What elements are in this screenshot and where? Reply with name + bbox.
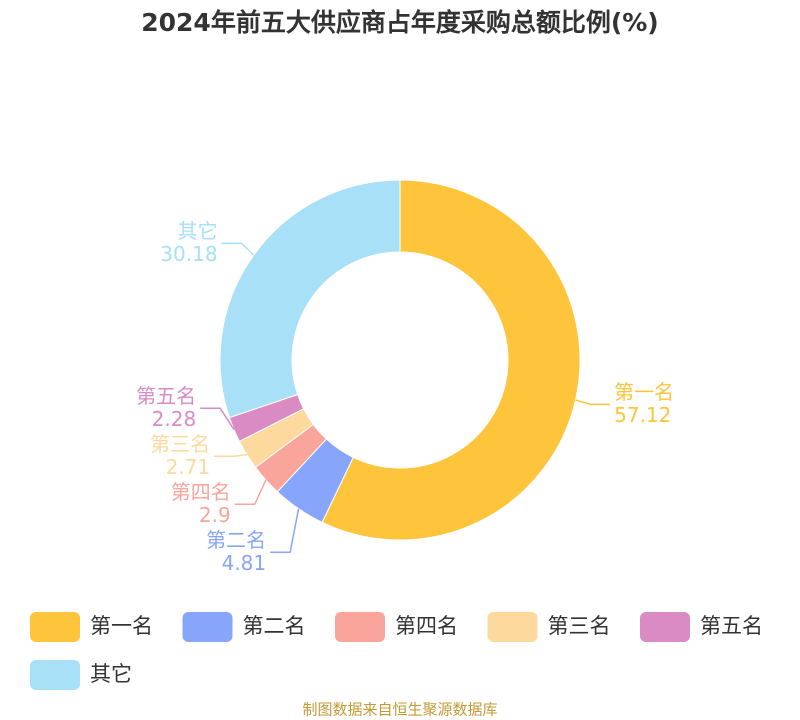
label-line — [270, 508, 300, 554]
legend-label: 第一名 — [90, 614, 153, 638]
legend-label: 其它 — [90, 662, 132, 686]
data-label: 2.9 — [199, 503, 231, 527]
legend-swatch — [640, 612, 690, 642]
legend-swatch — [335, 612, 385, 642]
label-line — [221, 242, 255, 256]
chart-title: 2024年前五大供应商占年度采购总额比例(%) — [141, 8, 658, 37]
data-label: 4.81 — [222, 551, 267, 575]
data-label-name: 其它 — [178, 219, 218, 243]
legend-label: 第二名 — [243, 614, 306, 638]
label-line — [234, 479, 267, 506]
legend-swatch — [487, 612, 538, 642]
data-label-name: 第二名 — [206, 528, 266, 552]
slice — [219, 179, 401, 419]
legend-swatch — [30, 660, 80, 690]
data-label-name: 第四名 — [171, 480, 231, 504]
legend-label: 第三名 — [548, 614, 611, 638]
legend-label: 第五名 — [700, 614, 763, 638]
label-line — [575, 399, 611, 406]
source-note: 制图数据来自恒生聚源数据库 — [302, 701, 497, 719]
label-line — [200, 407, 235, 431]
data-label: 2.71 — [166, 455, 211, 479]
data-label-name: 第五名 — [136, 384, 196, 408]
data-label-name: 第三名 — [150, 432, 210, 456]
legend-swatch — [182, 612, 233, 642]
data-label: 57.12 — [614, 403, 671, 427]
legend-label: 第四名 — [395, 614, 458, 638]
data-label: 30.18 — [160, 242, 217, 266]
label-line — [214, 453, 248, 458]
data-label: 2.28 — [152, 407, 197, 431]
legend-swatch — [30, 612, 80, 642]
slice — [321, 179, 581, 541]
data-label-name: 第一名 — [614, 380, 674, 404]
